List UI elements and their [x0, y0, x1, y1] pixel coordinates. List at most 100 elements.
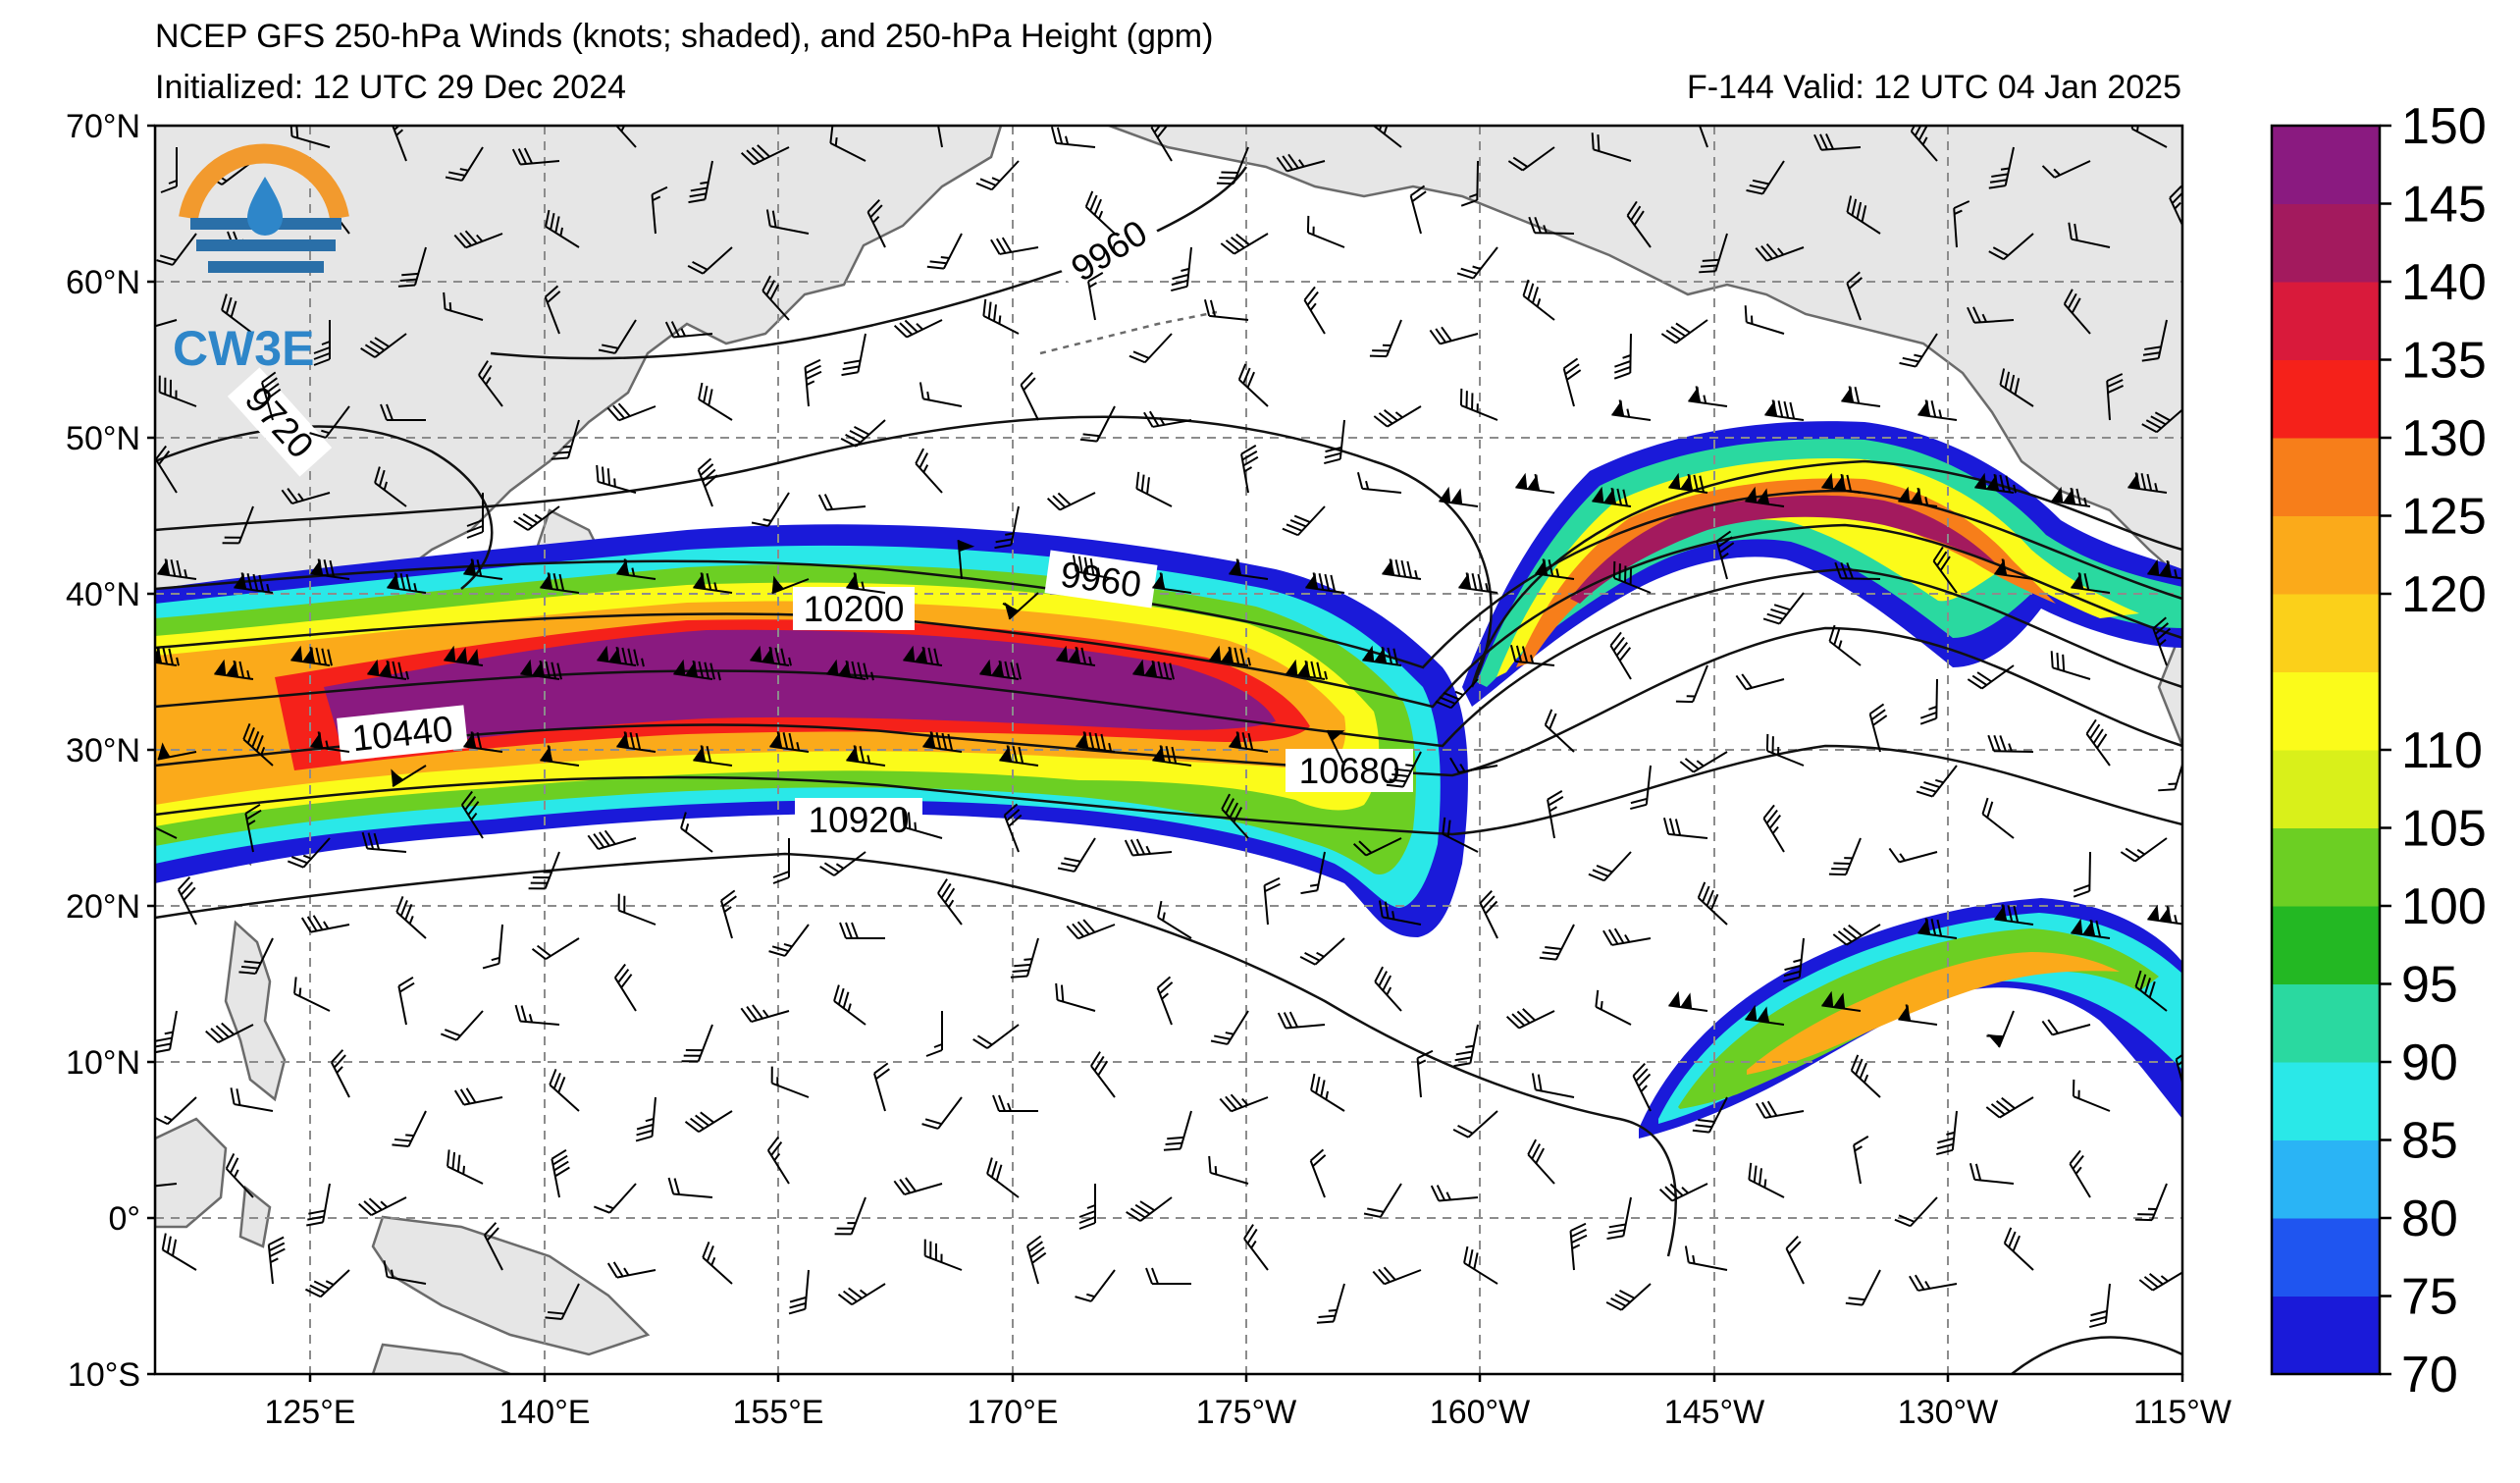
- wind-barb: [1591, 132, 1632, 162]
- colorbar-segment: [2272, 438, 2380, 516]
- wind-barb: [1602, 927, 1652, 946]
- wind-barb: [155, 1183, 178, 1190]
- wind-barb: [1156, 976, 1174, 1026]
- wind-barb: [1679, 751, 1728, 773]
- wind-barb: [846, 572, 886, 594]
- contour-label-10680: 10680: [1299, 751, 1400, 791]
- wind-barb: [926, 233, 963, 270]
- wind-barb: [1372, 1266, 1422, 1286]
- wind-barb: [687, 246, 733, 275]
- wind-barb: [360, 333, 407, 358]
- wind-barb: [155, 820, 178, 839]
- wind-barb: [2141, 319, 2168, 362]
- wind-barb: [992, 1094, 1038, 1112]
- wind-barb: [1588, 851, 1632, 882]
- contour-label-10920: 10920: [809, 800, 910, 840]
- wind-barb: [1988, 233, 2034, 261]
- lat-label: 60°N: [66, 264, 140, 301]
- wind-barb: [289, 126, 331, 148]
- wind-barb: [2134, 1183, 2168, 1222]
- wind-barb: [1539, 924, 1575, 961]
- wind-barb: [837, 1283, 886, 1306]
- lon-label: 170°E: [967, 1394, 1058, 1431]
- wind-barb: [1452, 1110, 1498, 1139]
- wind-barb: [380, 403, 426, 421]
- wind-barb: [1382, 558, 1422, 580]
- wind-barb: [1894, 1196, 1938, 1228]
- wind-barb: [1507, 146, 1555, 172]
- wind-barb: [841, 333, 866, 377]
- wind-barb: [1305, 572, 1345, 594]
- wind-barb: [1821, 472, 1862, 494]
- axis-ticks: [147, 124, 2184, 1382]
- wind-barb: [160, 147, 178, 193]
- wind-barb: [2147, 558, 2182, 580]
- wind-barb: [833, 984, 866, 1026]
- wind-barb: [1756, 1100, 1805, 1119]
- wind-barb: [551, 419, 580, 460]
- colorbar-segment: [2272, 983, 2380, 1063]
- wind-barb: [1066, 919, 1116, 940]
- wind-barb: [1828, 624, 1862, 666]
- colorbar-segment: [2272, 906, 2380, 984]
- wind-barb: [482, 924, 503, 970]
- wind-barb: [972, 1024, 1020, 1049]
- wind-barb: [1868, 703, 1888, 753]
- wind-barb: [1324, 419, 1345, 465]
- wind-barb: [817, 494, 866, 511]
- wind-barb: [1744, 305, 1785, 335]
- wind-barb: [1356, 472, 1402, 494]
- wind-barb: [1373, 405, 1422, 428]
- wind-barb: [1316, 1283, 1345, 1324]
- wind-barb: [915, 448, 943, 494]
- wind-barb: [975, 160, 1020, 191]
- colorbar-label: 80: [2401, 1191, 2458, 1247]
- wind-barb: [1919, 678, 1938, 725]
- wind-barb: [866, 198, 886, 248]
- wind-barb: [161, 1233, 197, 1271]
- wind-barb: [453, 1087, 503, 1106]
- wind-barb: [2147, 904, 2182, 926]
- wind-barbs: [155, 126, 2182, 1329]
- jet-main-150: [324, 629, 1276, 754]
- wind-barb: [1595, 989, 1632, 1026]
- wind-barb: [667, 1177, 713, 1198]
- wind-barb: [1306, 215, 1345, 248]
- wind-barb: [1243, 1224, 1269, 1271]
- wind-barb: [902, 810, 943, 839]
- wind-barb: [1692, 1096, 1728, 1134]
- colorbar-segment: [2272, 1062, 2380, 1140]
- wind-barb: [309, 405, 350, 439]
- lat-label: 50°N: [66, 420, 140, 457]
- lon-label: 130°W: [1898, 1394, 1998, 1431]
- wind-barb: [680, 812, 713, 853]
- wind-barb: [155, 319, 178, 332]
- colorbar-label: 100: [2401, 878, 2487, 935]
- wind-barb: [1613, 333, 1632, 380]
- wind-barb: [540, 572, 580, 594]
- wind-barb: [397, 246, 427, 288]
- wind-barb: [392, 1110, 427, 1147]
- colorbar-label: 145: [2401, 177, 2487, 234]
- wind-barb: [957, 540, 975, 580]
- land-mexico: [2157, 627, 2182, 747]
- wind-barb: [1229, 558, 1269, 580]
- lon-label: 140°E: [499, 1394, 590, 1431]
- land-philippines: [224, 920, 287, 1102]
- wind-barb: [1135, 471, 1173, 507]
- wind-barb: [374, 466, 407, 507]
- wind-barb: [697, 457, 718, 507]
- wind-barb: [445, 146, 484, 182]
- wind-barb: [1994, 558, 2034, 580]
- wind-barb: [893, 1177, 943, 1195]
- colorbar-label: 125: [2401, 489, 2487, 546]
- wind-barb: [1050, 127, 1096, 148]
- wind-barb: [1386, 751, 1422, 788]
- wind-barb: [1416, 1049, 1434, 1098]
- wind-barb: [1688, 386, 1728, 407]
- wind-barb: [513, 505, 560, 531]
- wind-barb: [520, 659, 562, 680]
- wind-barb: [613, 963, 637, 1012]
- wind-barb: [596, 464, 637, 494]
